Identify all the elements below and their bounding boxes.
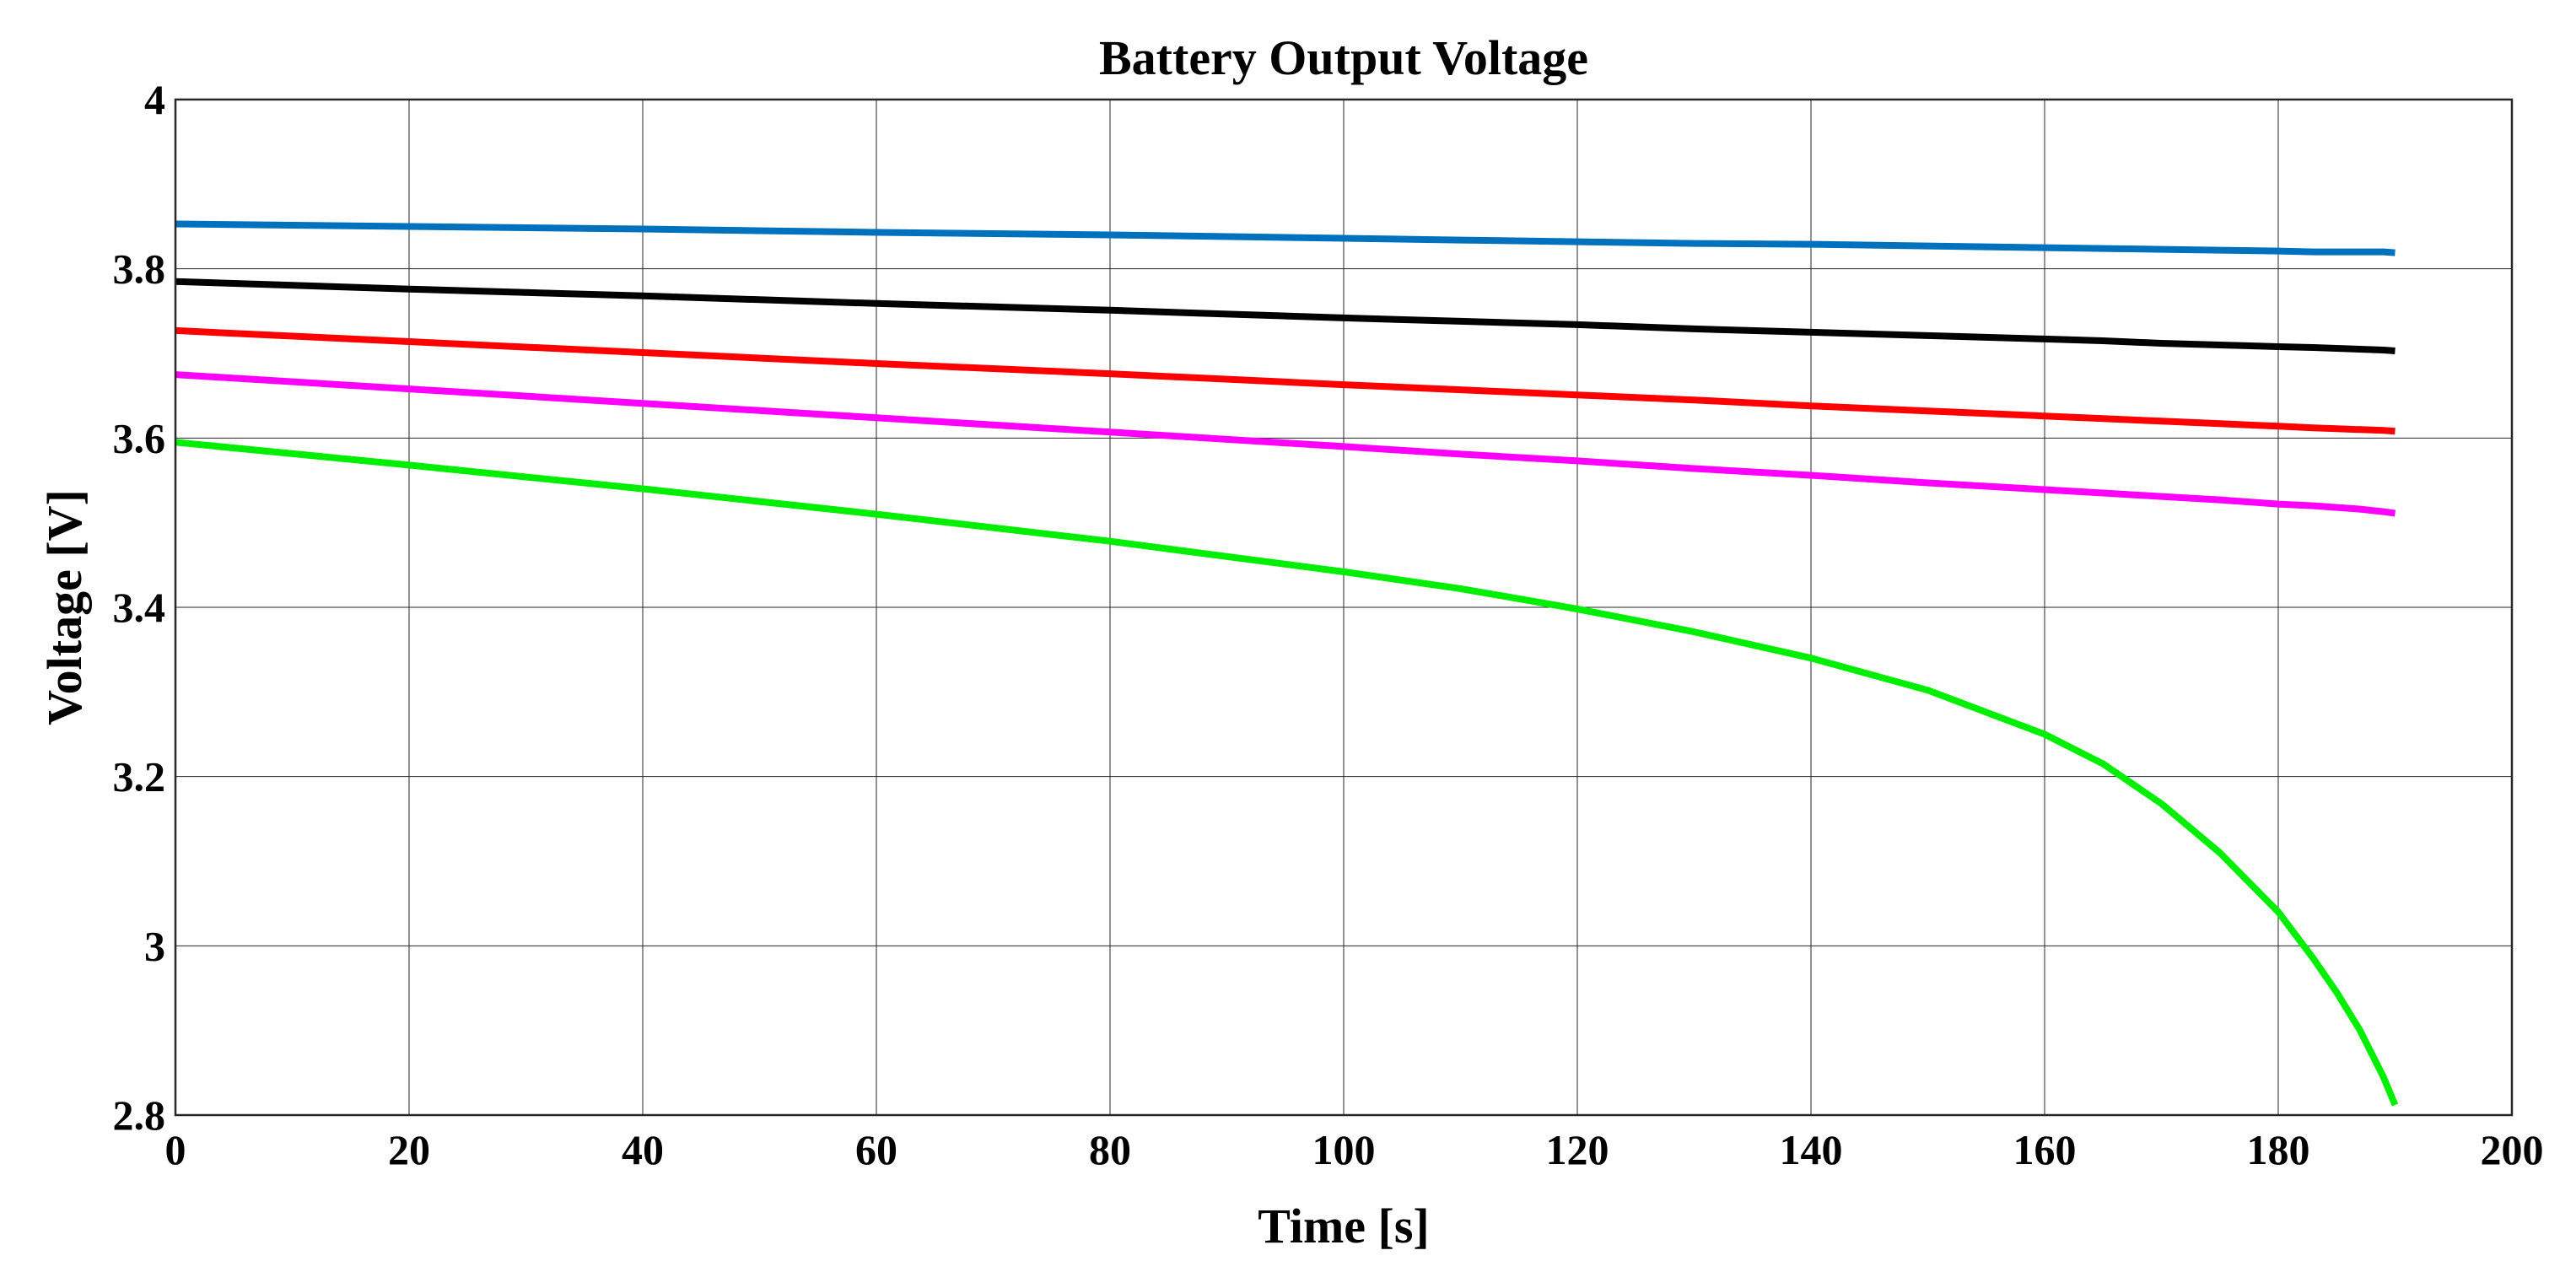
x-tick-label: 80	[1089, 1126, 1131, 1173]
x-axis-label: Time [s]	[1258, 1199, 1430, 1253]
y-tick-label: 3.2	[113, 753, 166, 800]
y-tick-label: 3.8	[113, 245, 166, 293]
x-tick-label: 200	[2481, 1126, 2544, 1173]
x-tick-label: 20	[388, 1126, 430, 1173]
tick-labels: 0 20 40 60 80 100 120 140 160 180 200 2.8 3 3.2 3.4 3.6…	[113, 76, 2544, 1173]
series-line	[175, 220, 2395, 256]
x-tick-label: 120	[1546, 1126, 1609, 1173]
series-line	[175, 439, 2399, 1107]
x-tick-label: 160	[2013, 1126, 2077, 1173]
series-line	[175, 371, 2396, 517]
x-tick-label: 100	[1312, 1126, 1376, 1173]
x-tick-label: 140	[1780, 1126, 1843, 1173]
y-tick-label: 2.8	[113, 1091, 166, 1139]
series-line	[175, 326, 2395, 435]
x-tick-label: 0	[165, 1126, 186, 1173]
plot-area-frame	[174, 98, 2514, 1117]
y-tick-label: 3	[144, 922, 165, 969]
series-line	[175, 278, 2395, 354]
y-tick-label: 3.4	[113, 584, 166, 631]
grid	[175, 100, 2512, 1115]
x-tick-label: 60	[855, 1126, 897, 1173]
y-tick-label: 3.6	[113, 414, 166, 461]
chart-title: Battery Output Voltage	[1099, 30, 1588, 85]
series-lines	[175, 220, 2399, 1107]
y-axis-label: Voltage [V]	[37, 489, 92, 725]
x-tick-label: 180	[2247, 1126, 2310, 1173]
x-tick-label: 40	[622, 1126, 664, 1173]
y-tick-label: 4	[144, 76, 165, 123]
